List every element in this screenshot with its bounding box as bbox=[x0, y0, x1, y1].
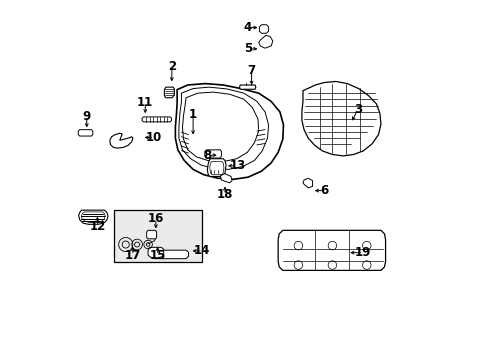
Polygon shape bbox=[278, 230, 385, 270]
Text: 3: 3 bbox=[353, 103, 361, 116]
Polygon shape bbox=[207, 159, 225, 176]
Text: 8: 8 bbox=[203, 149, 211, 162]
Bar bbox=[114, 210, 202, 262]
Text: 18: 18 bbox=[216, 188, 233, 201]
Polygon shape bbox=[152, 250, 188, 259]
Text: 9: 9 bbox=[82, 110, 91, 123]
Polygon shape bbox=[78, 130, 93, 136]
Polygon shape bbox=[79, 210, 108, 224]
Text: 16: 16 bbox=[147, 212, 164, 225]
Text: 17: 17 bbox=[124, 249, 141, 262]
Text: 2: 2 bbox=[167, 60, 176, 73]
Polygon shape bbox=[303, 178, 312, 188]
Text: 6: 6 bbox=[320, 184, 328, 197]
Text: 19: 19 bbox=[354, 246, 371, 259]
Polygon shape bbox=[220, 174, 232, 183]
Text: 11: 11 bbox=[137, 95, 153, 108]
Polygon shape bbox=[239, 85, 255, 89]
Text: 15: 15 bbox=[149, 249, 165, 262]
Text: 13: 13 bbox=[229, 159, 245, 172]
Polygon shape bbox=[142, 117, 171, 122]
Polygon shape bbox=[301, 81, 380, 156]
Polygon shape bbox=[258, 35, 272, 48]
Text: 1: 1 bbox=[189, 108, 197, 121]
Polygon shape bbox=[175, 84, 283, 179]
Text: 4: 4 bbox=[244, 21, 252, 34]
Polygon shape bbox=[259, 25, 268, 33]
Text: 14: 14 bbox=[193, 244, 210, 257]
Polygon shape bbox=[148, 247, 163, 258]
Text: 12: 12 bbox=[89, 220, 105, 233]
Polygon shape bbox=[204, 150, 221, 158]
Polygon shape bbox=[146, 230, 156, 239]
Polygon shape bbox=[110, 133, 133, 148]
Polygon shape bbox=[164, 87, 174, 98]
Text: 5: 5 bbox=[244, 42, 252, 55]
Text: 10: 10 bbox=[146, 131, 162, 144]
Text: 7: 7 bbox=[247, 64, 255, 77]
